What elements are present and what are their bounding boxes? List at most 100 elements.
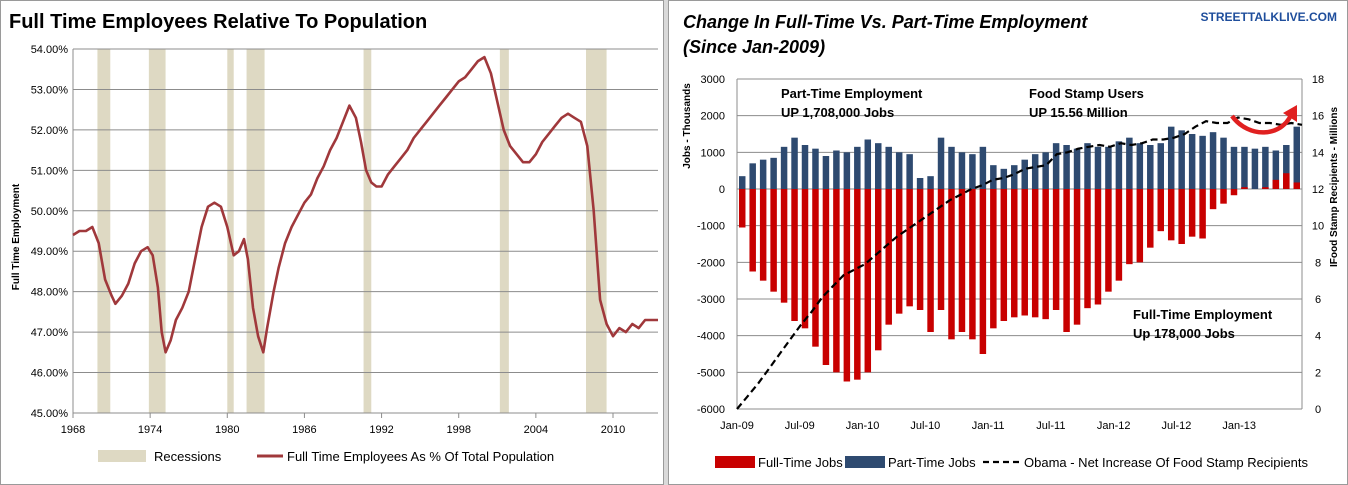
full-time-bar — [812, 189, 819, 347]
part-time-bar — [1031, 154, 1039, 189]
annotation-part-time-line2: UP 1,708,000 Jobs — [781, 105, 894, 120]
full-time-bar — [854, 189, 861, 380]
left-x-tick-label: 1986 — [292, 424, 316, 436]
full-time-bar — [1199, 189, 1206, 239]
annotation-full-time-line1: Full-Time Employment — [1133, 307, 1273, 322]
part-time-bar — [791, 137, 798, 189]
right-y2-tick-label: 18 — [1312, 74, 1324, 86]
full-time-bar — [958, 189, 966, 332]
part-time-bar — [1105, 146, 1112, 189]
part-time-bar — [927, 176, 934, 189]
part-time-bar — [958, 152, 966, 189]
full-time-bar — [1220, 189, 1227, 204]
part-time-bar — [895, 152, 903, 189]
legend-label-recessions: Recessions — [154, 449, 222, 464]
right-y-tick-label: 0 — [719, 184, 725, 196]
part-time-bar — [916, 178, 924, 189]
full-time-positive-bar — [1283, 173, 1290, 189]
full-time-bar — [1031, 189, 1039, 318]
full-time-bar — [1147, 189, 1154, 248]
right-y-tick-label: -4000 — [697, 331, 725, 343]
left-y-tick-label: 51.00% — [31, 165, 69, 177]
full-time-positive-bar — [1241, 187, 1248, 189]
right-x-tick-label: Jul-10 — [910, 420, 940, 432]
full-time-bar — [759, 189, 767, 281]
full-time-bar — [749, 189, 756, 272]
full-time-bar — [833, 189, 840, 373]
part-time-bar — [1000, 168, 1008, 189]
left-y-tick-label: 50.00% — [31, 206, 69, 218]
part-time-bar — [948, 146, 955, 189]
left-y-tick-label: 54.00% — [31, 44, 69, 56]
right-chart-subtitle: (Since Jan-2009) — [683, 37, 825, 57]
annotation-full-time-line2: Up 178,000 Jobs — [1133, 326, 1235, 341]
part-time-bar — [1157, 143, 1164, 189]
right-y2-tick-label: 16 — [1312, 111, 1324, 123]
full-time-bar — [1011, 189, 1018, 318]
part-time-bar — [801, 145, 809, 189]
annotation-part-time: Part-Time Employment UP 1,708,000 Jobs — [781, 86, 923, 120]
full-time-bar — [990, 189, 997, 329]
full-time-bar — [1052, 189, 1060, 310]
full-time-bar — [770, 189, 777, 292]
full-time-bar — [1063, 189, 1070, 332]
full-time-bar — [1115, 189, 1123, 281]
legend-label-pt-jobs: Part-Time Jobs — [888, 455, 976, 470]
part-time-bar — [759, 159, 767, 189]
part-time-bar — [1251, 148, 1259, 189]
right-x-tick-label: Jul-09 — [785, 420, 815, 432]
right-legend: Full-Time Jobs Part-Time Jobs Obama - Ne… — [715, 455, 1308, 470]
full-time-bar — [948, 189, 955, 340]
recession-band — [227, 49, 234, 413]
full-time-bar — [1073, 189, 1081, 325]
full-time-bar — [1000, 189, 1008, 321]
right-y2-tick-label: 12 — [1312, 184, 1324, 196]
annotation-full-time: Full-Time Employment Up 178,000 Jobs — [1133, 307, 1273, 341]
full-time-bar — [780, 189, 788, 303]
full-time-bar — [801, 189, 809, 329]
recession-band — [363, 49, 372, 413]
part-time-bar — [1011, 165, 1018, 189]
full-time-bar — [937, 189, 945, 310]
food-stamp-line — [736, 116, 1303, 410]
left-x-tick-label: 1992 — [369, 424, 393, 436]
right-x-tick-label: Jan-11 — [972, 420, 1005, 432]
source-label: STREETTALKLIVE.COM — [1201, 10, 1337, 24]
part-time-bar — [1115, 141, 1123, 189]
right-x-tick-label: Jan-12 — [1097, 420, 1131, 432]
part-time-bar — [1052, 143, 1060, 189]
left-x-tick-label: 1998 — [446, 424, 470, 436]
part-time-bar — [1188, 134, 1196, 189]
right-chart-panel: Change In Full-Time Vs. Part-Time Employ… — [668, 0, 1348, 485]
part-time-bar — [812, 148, 819, 189]
full-time-bar — [895, 189, 903, 314]
part-time-bar — [843, 152, 851, 189]
legend-label-ft-line: Full Time Employees As % Of Total Popula… — [287, 449, 554, 464]
part-time-bar — [969, 154, 976, 189]
part-time-bar — [990, 165, 997, 189]
recession-band — [148, 49, 166, 413]
full-time-bar — [875, 189, 882, 351]
left-y-tick-label: 49.00% — [31, 246, 69, 258]
legend-swatch-pt-jobs — [845, 456, 885, 468]
left-chart-title: Full Time Employees Relative To Populati… — [9, 11, 427, 33]
part-time-bar — [770, 157, 777, 189]
full-time-ratio-line — [72, 55, 658, 354]
left-y-tick-label: 46.00% — [31, 368, 69, 380]
right-y-axis-label: Jobs - Thousands — [682, 83, 693, 169]
red-curved-arrow — [1230, 113, 1294, 135]
part-time-bar — [1230, 146, 1238, 189]
part-time-bar — [1241, 146, 1248, 189]
part-time-bar — [885, 146, 892, 189]
full-time-bar — [969, 189, 976, 340]
right-y2-tick-label: 10 — [1312, 221, 1324, 233]
full-time-bar — [1105, 189, 1112, 292]
right-y2-tick-label: 14 — [1312, 147, 1324, 159]
full-time-bar — [979, 189, 987, 354]
part-time-bar — [738, 176, 746, 189]
left-x-tick-label: 1974 — [138, 424, 162, 436]
right-y2-tick-label: 0 — [1315, 404, 1321, 416]
full-time-bar — [1042, 189, 1049, 320]
part-time-bar — [1063, 145, 1070, 189]
part-time-bar — [822, 156, 830, 189]
